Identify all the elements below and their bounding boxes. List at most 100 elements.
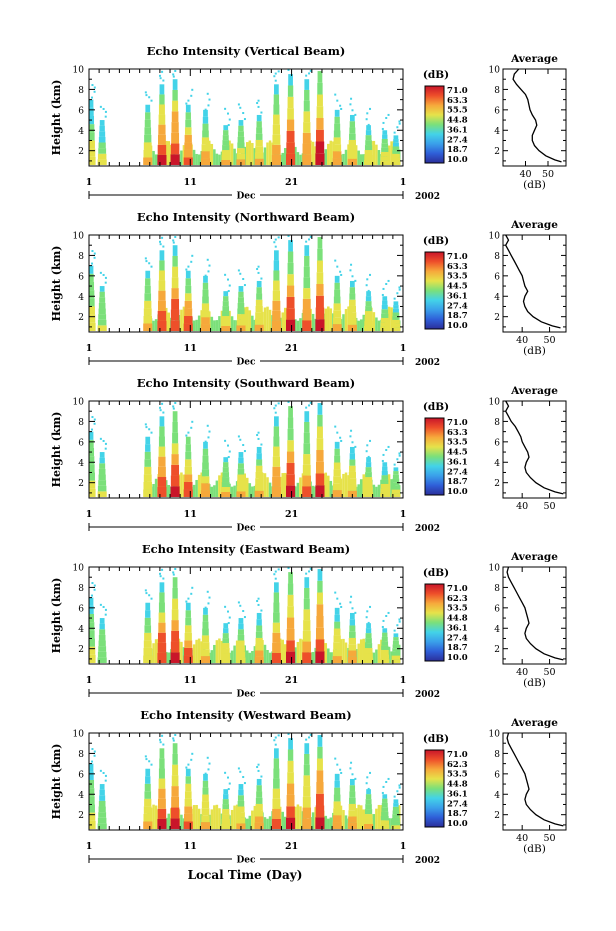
heatmap-cell bbox=[387, 279, 390, 282]
heatmap-cell bbox=[393, 471, 399, 475]
heatmap-cell bbox=[316, 758, 323, 771]
heatmap-cell bbox=[251, 810, 254, 829]
heatmap-cell bbox=[89, 820, 96, 829]
month-label: Dec bbox=[236, 192, 256, 202]
heatmap-cell bbox=[185, 102, 188, 105]
heatmap-cell bbox=[254, 152, 264, 159]
heatmap-cell bbox=[202, 448, 209, 456]
heatmap-cell bbox=[206, 258, 209, 261]
heatmap-cell bbox=[364, 155, 373, 161]
heatmap-cell bbox=[380, 322, 390, 327]
heatmap-cell bbox=[221, 150, 230, 156]
heatmap-cell bbox=[316, 129, 324, 142]
colorbar-tick-label: 71.0 bbox=[447, 418, 468, 428]
heatmap-cell bbox=[154, 154, 158, 165]
heatmap-cell bbox=[208, 98, 211, 101]
profile-y-tick-label: 2 bbox=[494, 147, 500, 157]
heatmap-cell bbox=[184, 293, 192, 301]
heatmap-cell bbox=[364, 824, 374, 829]
heatmap-cell bbox=[315, 141, 325, 154]
heatmap-cell bbox=[372, 814, 376, 829]
heatmap-cell bbox=[255, 471, 263, 479]
heatmap-cell bbox=[365, 467, 372, 473]
heatmap-cell bbox=[332, 822, 342, 829]
heatmap-cell bbox=[385, 448, 388, 451]
heatmap-cell bbox=[246, 650, 249, 663]
colorbar-tick-label: 10.0 bbox=[447, 155, 468, 165]
profile-x-tick-label: 50 bbox=[544, 501, 556, 512]
profile-x-label: (dB) bbox=[523, 843, 546, 855]
heatmap-cell bbox=[171, 132, 180, 144]
heatmap-cell bbox=[159, 94, 165, 105]
heatmap-cell bbox=[364, 487, 373, 493]
heatmap-cell bbox=[171, 443, 179, 455]
heatmap-cell bbox=[237, 646, 245, 652]
heatmap-cell bbox=[203, 441, 208, 449]
heatmap-cell bbox=[236, 651, 246, 658]
profile-x-tick-label: 50 bbox=[544, 667, 556, 678]
heatmap-cell bbox=[362, 638, 366, 663]
heatmap-cell bbox=[334, 259, 337, 262]
heatmap-cell bbox=[366, 610, 369, 613]
heatmap-cell bbox=[239, 272, 242, 275]
heatmap-cell bbox=[224, 771, 227, 774]
heatmap-cell bbox=[398, 452, 401, 455]
heatmap-cell bbox=[144, 625, 152, 633]
heatmap-cell bbox=[334, 607, 340, 615]
heatmap-cell bbox=[172, 587, 178, 599]
profile-x-label: (dB) bbox=[523, 345, 546, 357]
heatmap-cell bbox=[294, 146, 297, 165]
heatmap-cell bbox=[158, 788, 166, 799]
heatmap-cell bbox=[274, 570, 277, 573]
heatmap-cell bbox=[286, 462, 295, 475]
heatmap-cell bbox=[246, 818, 249, 829]
month-label-bg bbox=[232, 853, 260, 865]
heatmap-cell bbox=[227, 290, 230, 293]
heatmap-cell bbox=[369, 107, 372, 110]
colorbar-tick-label: 10.0 bbox=[447, 487, 468, 497]
heatmap-cell bbox=[281, 473, 284, 497]
heatmap-cell bbox=[159, 748, 165, 759]
heatmap-cell bbox=[254, 816, 264, 823]
heatmap-cell bbox=[159, 243, 162, 246]
heatmap-cell bbox=[273, 758, 280, 769]
heatmap-cell bbox=[89, 290, 95, 299]
heatmap-cell bbox=[333, 144, 342, 152]
heatmap-cell bbox=[145, 592, 148, 595]
y-axis-label: Height (km) bbox=[50, 412, 63, 488]
panel-5: Echo Intensity (Westward Beam) 2 4 6 8 10 Heig… bbox=[50, 708, 567, 866]
heatmap-cell bbox=[315, 805, 325, 818]
heatmap-cell bbox=[381, 811, 389, 816]
heatmap-cell bbox=[287, 85, 294, 97]
heatmap-cell bbox=[167, 312, 171, 331]
profile-y-tick-label: 6 bbox=[494, 272, 500, 282]
heatmap-cell bbox=[183, 157, 193, 165]
heatmap-cell bbox=[392, 312, 400, 317]
heatmap-cell bbox=[182, 306, 186, 331]
heatmap-cell bbox=[221, 648, 230, 654]
heatmap-cell bbox=[381, 138, 388, 144]
heatmap-cell bbox=[287, 760, 294, 773]
heatmap-cell bbox=[272, 622, 281, 633]
heatmap-cell bbox=[143, 157, 153, 165]
heatmap-cell bbox=[273, 114, 280, 125]
heatmap-cell bbox=[201, 642, 210, 650]
heatmap-cell bbox=[89, 439, 94, 448]
colorbar-tick-label: 63.3 bbox=[447, 96, 468, 106]
heatmap-cell bbox=[287, 274, 294, 286]
heatmap-cell bbox=[97, 325, 107, 331]
heatmap-cell bbox=[380, 492, 390, 497]
heatmap-cell bbox=[237, 435, 240, 438]
profile-line bbox=[504, 234, 561, 329]
heatmap-cell bbox=[93, 754, 96, 757]
heatmap-cell bbox=[195, 804, 198, 829]
heatmap-cell bbox=[174, 235, 177, 238]
profile-x-tick-label: 40 bbox=[516, 667, 528, 678]
heatmap-cell bbox=[302, 486, 312, 497]
profile-y-tick-label: 2 bbox=[494, 479, 500, 489]
heatmap-cell bbox=[99, 784, 105, 790]
heatmap-cell bbox=[273, 280, 280, 291]
heatmap-cell bbox=[398, 286, 401, 289]
heatmap-cell bbox=[266, 650, 269, 663]
heatmap-cell bbox=[305, 738, 308, 741]
